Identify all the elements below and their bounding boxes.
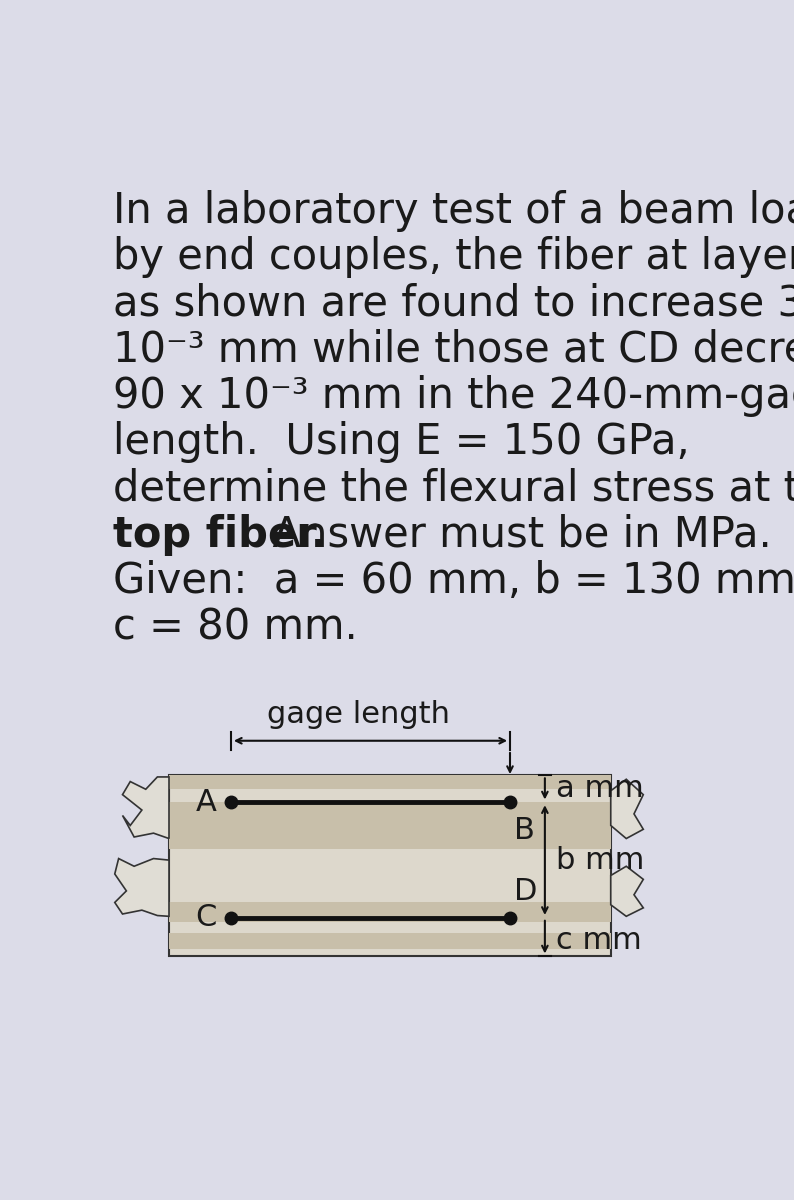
Text: as shown are found to increase 30 x: as shown are found to increase 30 x — [114, 282, 794, 324]
Polygon shape — [169, 775, 611, 956]
Text: b mm: b mm — [556, 846, 644, 875]
Polygon shape — [169, 934, 611, 949]
Text: D: D — [514, 877, 538, 906]
Text: In a laboratory test of a beam loaded: In a laboratory test of a beam loaded — [114, 190, 794, 233]
Polygon shape — [611, 779, 643, 839]
Polygon shape — [169, 902, 611, 922]
Text: determine the flexural stress at the: determine the flexural stress at the — [114, 468, 794, 509]
Text: a mm: a mm — [556, 774, 643, 803]
Text: Given:  a = 60 mm, b = 130 mm, and: Given: a = 60 mm, b = 130 mm, and — [114, 559, 794, 601]
Polygon shape — [115, 858, 169, 917]
Text: 10⁻³ mm while those at CD decrease: 10⁻³ mm while those at CD decrease — [114, 329, 794, 371]
Text: top fiber.: top fiber. — [114, 514, 327, 556]
Polygon shape — [169, 833, 611, 848]
Polygon shape — [169, 803, 611, 817]
Polygon shape — [611, 866, 643, 917]
Text: A: A — [196, 788, 217, 817]
Text: B: B — [514, 816, 534, 845]
Text: 90 x 10⁻³ mm in the 240-mm-gage: 90 x 10⁻³ mm in the 240-mm-gage — [114, 374, 794, 416]
Text: C: C — [195, 904, 217, 932]
Text: length.  Using E = 150 GPa,: length. Using E = 150 GPa, — [114, 421, 690, 463]
Text: c mm: c mm — [556, 926, 642, 955]
Text: c = 80 mm.: c = 80 mm. — [114, 606, 358, 648]
Text: by end couples, the fiber at layer AB: by end couples, the fiber at layer AB — [114, 236, 794, 278]
Polygon shape — [122, 776, 169, 839]
Polygon shape — [169, 814, 611, 833]
Text: gage length: gage length — [268, 701, 450, 730]
Polygon shape — [169, 775, 611, 790]
Text: Answer must be in MPa.: Answer must be in MPa. — [246, 514, 773, 556]
